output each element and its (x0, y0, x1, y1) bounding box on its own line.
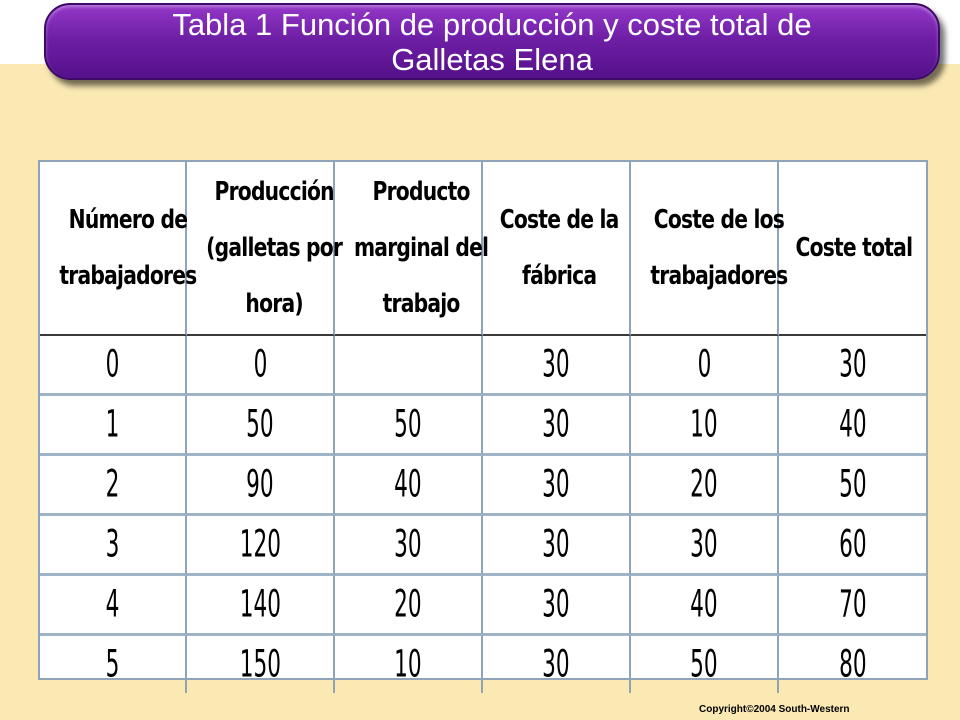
header-total-cost: Coste total (779, 162, 926, 336)
cell-workers: 2 (40, 456, 187, 516)
cell-total-cost: 60 (779, 516, 926, 576)
header-factory-cost: Coste de la fábrica (483, 162, 631, 336)
cell-production: 140 (187, 576, 335, 636)
header-production: Producción (galletas por hora) (187, 162, 343, 336)
slide-title-line-2: Galletas Elena (391, 41, 593, 77)
table-row: 0 0 30 0 30 (40, 336, 926, 396)
cell-marginal-product: 20 (335, 576, 483, 636)
cell-factory-cost: 30 (483, 396, 631, 456)
cell-factory-cost: 30 (483, 456, 631, 516)
cell-factory-cost: 30 (483, 576, 631, 636)
cell-workers: 0 (40, 336, 187, 396)
cell-workers-cost: 0 (631, 336, 779, 396)
header-workers-cost: Coste de los trabajadores (631, 162, 788, 336)
cell-workers-cost: 40 (631, 576, 779, 636)
cell-production: 120 (187, 516, 335, 576)
cell-workers-cost: 30 (631, 516, 779, 576)
cell-workers-cost: 50 (631, 636, 779, 693)
cell-marginal-product: 30 (335, 516, 483, 576)
header-workers: Número de trabajadores (40, 162, 197, 336)
slide-title: Tabla 1 Función de producción y coste to… (44, 3, 940, 80)
cell-factory-cost: 30 (483, 336, 631, 396)
cell-workers: 3 (40, 516, 187, 576)
header-marginal-product: Producto marginal del trabajo (335, 162, 489, 336)
production-cost-table: Número de trabajadores Producción (galle… (38, 160, 928, 693)
cell-production: 0 (187, 336, 335, 396)
table-row: 5 150 10 30 50 80 (40, 636, 926, 693)
cell-marginal-product: 40 (335, 456, 483, 516)
cell-workers: 5 (40, 636, 187, 693)
title-bar (44, 3, 940, 80)
cell-total-cost: 30 (779, 336, 926, 396)
cell-marginal-product: 10 (335, 636, 483, 693)
table-row: 4 140 20 30 40 70 (40, 576, 926, 636)
cell-total-cost: 40 (779, 396, 926, 456)
cell-total-cost: 50 (779, 456, 926, 516)
cell-marginal-product (335, 336, 483, 396)
cell-workers-cost: 20 (631, 456, 779, 516)
cell-production: 150 (187, 636, 335, 693)
cell-marginal-product: 50 (335, 396, 483, 456)
cell-factory-cost: 30 (483, 636, 631, 693)
cell-workers: 1 (40, 396, 187, 456)
table-header-row: Número de trabajadores Producción (galle… (40, 162, 926, 336)
cell-production: 50 (187, 396, 335, 456)
cell-workers: 4 (40, 576, 187, 636)
cell-total-cost: 70 (779, 576, 926, 636)
cell-production: 90 (187, 456, 335, 516)
cell-factory-cost: 30 (483, 516, 631, 576)
table-row: 3 120 30 30 30 60 (40, 516, 926, 576)
table-row: 1 50 50 30 10 40 (40, 396, 926, 456)
cell-workers-cost: 10 (631, 396, 779, 456)
copyright-notice: Copyright©2004 South-Western (699, 704, 850, 715)
table-row: 2 90 40 30 20 50 (40, 456, 926, 516)
cell-total-cost: 80 (838, 642, 867, 687)
slide-title-line-1: Tabla 1 Función de producción y coste to… (172, 6, 812, 42)
